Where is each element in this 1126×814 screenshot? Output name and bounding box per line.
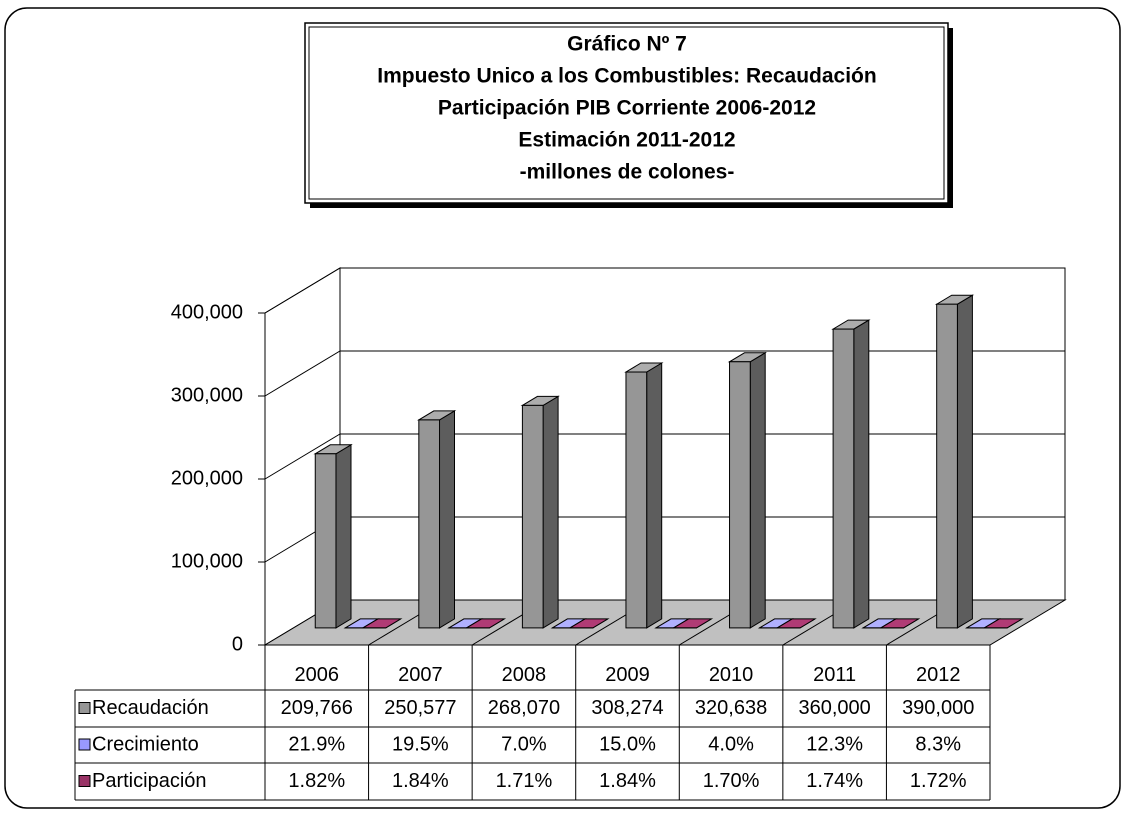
data-label: 1.74%: [806, 770, 863, 792]
x-tick-label: 2007: [398, 664, 443, 686]
bar-side: [335, 443, 352, 629]
legend-key: [78, 738, 91, 751]
legend-label: Recaudación: [92, 697, 209, 719]
data-label: 21.9%: [288, 733, 345, 755]
bar: [314, 453, 337, 629]
data-label: 268,070: [488, 697, 560, 719]
data-label: 12.3%: [806, 733, 863, 755]
bar: [936, 303, 958, 629]
data-label: 390,000: [902, 697, 974, 719]
chart-title: Impuesto Unico a los Combustibles: Recau…: [377, 65, 876, 88]
data-label: 209,766: [281, 697, 353, 719]
data-label: 1.72%: [910, 770, 967, 792]
data-label: 308,274: [591, 697, 663, 719]
y-tick-label: 200,000: [171, 467, 243, 489]
data-label: 1.84%: [392, 770, 449, 792]
data-label: 4.0%: [708, 733, 754, 755]
chart-title: Gráfico Nº 7: [567, 33, 687, 56]
bar: [832, 328, 855, 629]
data-label: 19.5%: [392, 733, 449, 755]
data-label: 15.0%: [599, 733, 656, 755]
bar-side: [956, 294, 973, 629]
data-label: 1.82%: [288, 770, 345, 792]
bar-side: [542, 395, 559, 629]
legend-label: Crecimiento: [92, 733, 199, 755]
y-tick-label: 0: [232, 633, 243, 655]
grid-line: [264, 267, 1065, 314]
data-label: 1.71%: [496, 770, 553, 792]
legend-label: Participación: [92, 770, 207, 792]
legend-key: [78, 702, 91, 714]
x-tick-label: 2008: [502, 664, 547, 686]
grid-line: [264, 350, 1065, 397]
y-tick-label: 100,000: [171, 550, 243, 572]
data-label: 1.84%: [599, 770, 656, 792]
chart-title: -millones de colones-: [520, 161, 735, 184]
bar-side: [749, 351, 766, 629]
x-tick-label: 2011: [813, 664, 856, 686]
title-box: [304, 22, 949, 204]
y-tick-label: 400,000: [171, 301, 243, 323]
x-tick-label: 2006: [295, 664, 340, 686]
bar-side: [439, 410, 455, 629]
data-label: 360,000: [798, 697, 870, 719]
title-box-inner: [308, 26, 945, 200]
data-label: 7.0%: [501, 733, 547, 755]
chart-title: Participación PIB Corriente 2006-2012: [438, 97, 816, 120]
data-label: 250,577: [384, 697, 456, 719]
bar-side: [646, 362, 663, 629]
x-tick-label: 2009: [605, 664, 650, 686]
data-label: 320,638: [695, 697, 767, 719]
y-tick-label: 300,000: [171, 384, 243, 406]
bar-side: [853, 319, 870, 629]
x-tick-label: 2012: [916, 664, 961, 686]
bar: [625, 371, 648, 629]
data-label: 1.70%: [703, 770, 760, 792]
bar: [521, 404, 544, 629]
chart-title: Estimación 2011-2012: [518, 129, 735, 152]
legend-key: [78, 775, 91, 787]
data-label: 8.3%: [915, 733, 961, 755]
x-tick-label: 2010: [709, 664, 754, 686]
bar: [729, 361, 751, 629]
bar: [418, 419, 441, 629]
grid-line: [264, 433, 1065, 480]
